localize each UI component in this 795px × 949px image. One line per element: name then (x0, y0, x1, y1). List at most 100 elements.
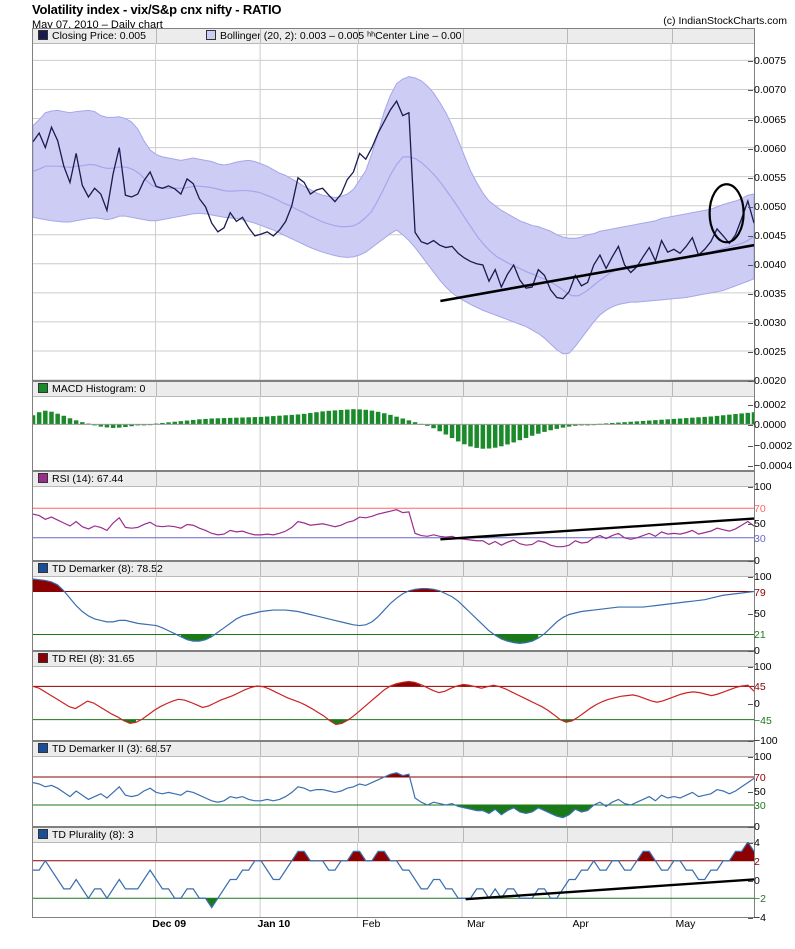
y-tick-label: 0 (754, 645, 760, 657)
header-divider (462, 29, 464, 44)
header-divider (567, 742, 569, 757)
y-tick-mark (748, 614, 753, 615)
header-divider (567, 472, 569, 487)
header-divider (155, 652, 157, 667)
y-tick-label: 2 (754, 855, 760, 868)
header-divider (155, 742, 157, 757)
y-tick-mark (748, 351, 753, 353)
legend-entry-rsi-0[interactable]: RSI (14): 67.44 (38, 473, 123, 485)
legend-label: RSI (14): 67.44 (52, 473, 124, 485)
legend-entry-price-0[interactable]: Closing Price: 0.005 (38, 30, 146, 42)
y-tick-label: 100 (754, 661, 772, 673)
header-divider (357, 472, 359, 487)
header-divider (260, 562, 262, 577)
y-tick-label: −0.0002 (754, 439, 793, 452)
y-tick-label: −4 (754, 912, 766, 924)
y-tick-mark (748, 177, 753, 179)
y-tick-mark (748, 206, 753, 208)
y-tick-mark (748, 792, 753, 793)
y-tick-label: 0 (754, 555, 760, 567)
header-divider (357, 652, 359, 667)
header-divider (567, 828, 569, 843)
legend-label: Bollinger (20, 2): 0.003 – 0.005 ʰʰCente… (219, 30, 462, 42)
header-divider (671, 652, 673, 667)
y-axis-td-plurality: 4 2 0 −2 −4 (748, 827, 795, 923)
plot-area-macd (33, 396, 754, 470)
panel-header-td-rei: TD REI (8): 31.65 (33, 652, 754, 667)
y-tick-label: 79 (754, 586, 766, 599)
y-tick-mark (748, 293, 753, 295)
legend-label: TD Demarker (8): 78.52 (52, 563, 163, 575)
x-tick-label: Feb (362, 918, 381, 930)
y-tick-mark (748, 487, 753, 488)
y-tick-mark (748, 918, 753, 919)
legend-swatch-icon (38, 383, 48, 393)
header-divider (462, 742, 464, 757)
header-divider (155, 29, 157, 44)
y-tick-mark (748, 667, 753, 668)
legend-swatch-icon (38, 30, 48, 40)
y-tick-mark (748, 61, 753, 63)
panel-header-price: Closing Price: 0.005 Bollinger (20, 2): 0… (33, 29, 754, 44)
y-tick-label: −45 (754, 714, 772, 727)
y-tick-mark (748, 119, 753, 121)
y-tick-label: 30 (754, 532, 766, 545)
y-axis-rsi: 100 70 50 30 0 (748, 471, 795, 566)
y-tick-label: 0.0045 (754, 229, 787, 242)
header-divider (260, 472, 262, 487)
y-tick-mark (748, 741, 753, 742)
header-divider (671, 828, 673, 843)
legend-entry-price-1[interactable]: Bollinger (20, 2): 0.003 – 0.005 ʰʰCente… (205, 30, 462, 42)
y-axis-td-demarker-ii: 100 70 50 30 0 (748, 741, 795, 832)
plot-area-price (33, 43, 754, 380)
y-tick-mark (748, 880, 753, 882)
legend-label: TD Plurality (8): 3 (52, 829, 134, 841)
header-divider (357, 562, 359, 577)
copyright-credit: (c) IndianStockCharts.com (663, 15, 787, 27)
legend-swatch-icon (38, 743, 48, 753)
legend-entry-td-demarker-ii-0[interactable]: TD Demarker II (3): 68.57 (38, 743, 172, 755)
legend-entry-td-plurality-0[interactable]: TD Plurality (8): 3 (38, 829, 134, 841)
legend-entry-macd-0[interactable]: MACD Histogram: 0 (38, 383, 145, 395)
y-tick-label: 100 (754, 751, 772, 763)
y-tick-label: 21 (754, 629, 766, 642)
legend-entry-td-demarker-0[interactable]: TD Demarker (8): 78.52 (38, 563, 163, 575)
y-tick-label: 0.0070 (754, 84, 787, 97)
y-tick-mark (748, 264, 753, 266)
y-tick-label: 0.0065 (754, 113, 787, 126)
y-tick-mark (748, 704, 753, 705)
legend-entry-td-rei-0[interactable]: TD REI (8): 31.65 (38, 653, 134, 665)
y-tick-label: −0.0004 (754, 459, 793, 472)
y-tick-label: 4 (754, 837, 760, 849)
x-tick-label: Mar (466, 918, 486, 930)
plot-area-td-plurality (33, 842, 754, 917)
legend-label: TD Demarker II (3): 68.57 (52, 743, 172, 755)
y-tick-label: −100 (754, 735, 778, 747)
header-divider (357, 828, 359, 843)
panel-header-td-plurality: TD Plurality (8): 3 (33, 828, 754, 843)
y-tick-mark (748, 322, 753, 324)
header-divider (671, 472, 673, 487)
header-divider (155, 562, 157, 577)
y-tick-label: 0 (754, 821, 760, 833)
y-tick-mark (748, 843, 753, 844)
y-tick-mark (748, 445, 753, 447)
y-tick-mark (748, 465, 753, 467)
header-divider (260, 742, 262, 757)
page-title: Volatility index - vix/S&p cnx nifty - R… (32, 2, 282, 17)
legend-label: MACD Histogram: 0 (52, 383, 146, 395)
header-divider (462, 562, 464, 577)
legend-swatch-icon (205, 30, 216, 40)
plot-area-td-demarker-ii (33, 756, 754, 826)
y-axis-macd: 0.0002 0.0000 −0.0002 −0.0004 (748, 381, 795, 472)
panel-header-rsi: RSI (14): 67.44 (33, 472, 754, 487)
panel-header-td-demarker: TD Demarker (8): 78.52 (33, 562, 754, 577)
panel-td-plurality: TD Plurality (8): 3 (32, 827, 755, 918)
header-divider (155, 828, 157, 843)
panel-td-demarker: TD Demarker (8): 78.52 (32, 561, 755, 651)
header-divider (567, 29, 569, 44)
header-divider (671, 382, 673, 397)
y-tick-label: −2 (754, 893, 766, 906)
header-divider (155, 472, 157, 487)
y-tick-label: 0.0060 (754, 142, 787, 155)
